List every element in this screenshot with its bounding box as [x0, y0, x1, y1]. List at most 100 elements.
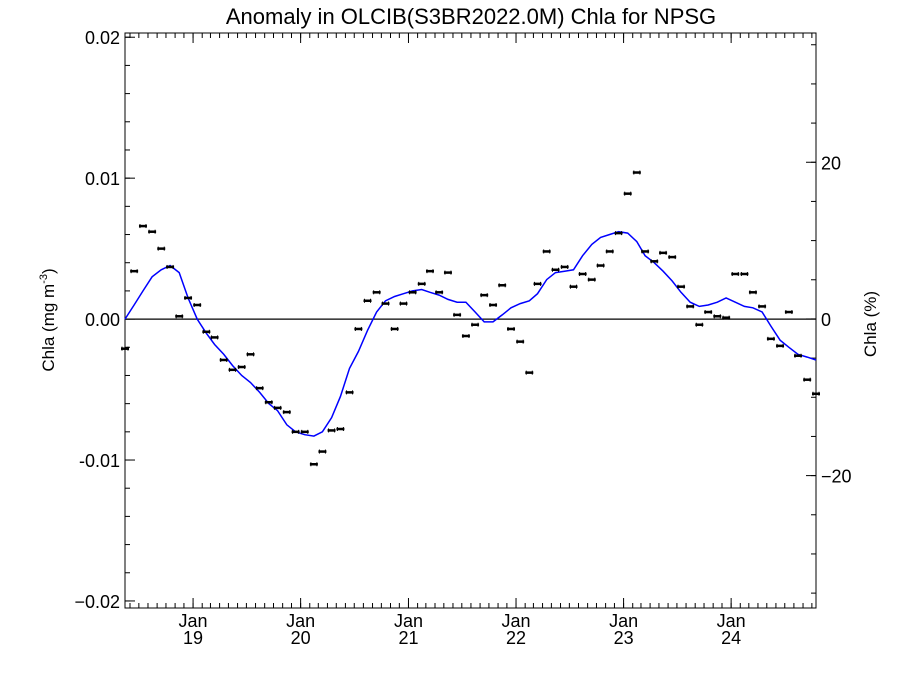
data-point — [246, 352, 255, 357]
data-point — [740, 271, 749, 276]
x-tick-year: 20 — [291, 628, 311, 648]
data-point — [533, 281, 542, 286]
y-axis-left: 0.02 0.01 0.00 -0.01 −0.02 — [74, 28, 135, 612]
data-point — [157, 246, 166, 251]
data-point — [327, 428, 336, 433]
data-point — [138, 224, 147, 229]
data-point — [480, 293, 489, 298]
x-tick-month: Jan — [179, 611, 208, 631]
y-tick-label: 0.02 — [85, 28, 120, 48]
data-point — [587, 277, 596, 282]
data-point — [758, 304, 767, 309]
data-point — [399, 301, 408, 306]
data-point — [677, 284, 686, 289]
y-tick-label: 0.00 — [85, 310, 120, 330]
data-point — [228, 367, 237, 372]
data-point — [686, 304, 695, 309]
data-point — [193, 302, 202, 307]
data-point — [489, 302, 498, 307]
y2-tick-label: −20 — [821, 467, 852, 487]
data-point — [695, 322, 704, 327]
y-axis-label-superscript: -3 — [38, 274, 50, 284]
data-point — [121, 346, 129, 351]
data-point — [560, 264, 569, 269]
data-point — [345, 390, 354, 395]
data-point — [722, 315, 731, 320]
data-point — [148, 229, 157, 234]
data-point — [498, 283, 507, 288]
data-point — [291, 429, 300, 434]
data-point — [794, 353, 803, 358]
data-point — [525, 370, 534, 375]
data-point — [175, 314, 184, 319]
data-point — [812, 391, 820, 396]
data-point — [641, 249, 650, 254]
y2-tick-label: 20 — [821, 153, 841, 173]
data-point — [184, 295, 193, 300]
data-point — [130, 269, 139, 274]
y-tick-label: −0.02 — [74, 592, 120, 612]
data-point — [318, 449, 327, 454]
data-point — [273, 405, 282, 410]
data-point — [596, 263, 605, 268]
data-point — [255, 386, 264, 391]
data-point — [417, 281, 426, 286]
y-axis-right: 20 0 −20 — [806, 153, 852, 487]
data-point — [372, 290, 381, 295]
data-point — [471, 322, 480, 327]
y2-axis-label: Chla (%) — [861, 291, 880, 357]
data-point — [542, 249, 551, 254]
data-point — [731, 271, 740, 276]
x-tick-year: 24 — [721, 628, 741, 648]
x-tick-month: Jan — [394, 611, 423, 631]
data-point — [354, 326, 363, 331]
data-point — [766, 336, 775, 341]
monthly-points — [121, 170, 820, 467]
data-point — [605, 249, 614, 254]
x-tick-month: Jan — [717, 611, 746, 631]
data-point — [569, 284, 578, 289]
x-tick-month: Jan — [502, 611, 531, 631]
data-point — [381, 301, 390, 306]
data-point — [363, 298, 372, 303]
data-point — [614, 231, 623, 236]
data-point — [516, 339, 525, 344]
data-point — [282, 410, 291, 415]
data-point — [507, 326, 516, 331]
y-axis-label: Chla (mg m-3) — [38, 268, 58, 371]
smoothed-series-line — [124, 230, 817, 437]
data-point — [668, 255, 677, 260]
data-point — [390, 326, 399, 331]
y-axis-label-close: ) — [39, 268, 58, 274]
data-point — [443, 270, 452, 275]
data-point — [551, 267, 560, 272]
y-axis-label-text: Chla (mg m — [39, 284, 58, 372]
data-point — [237, 365, 246, 370]
data-point — [425, 269, 434, 274]
x-tick-year: 22 — [506, 628, 526, 648]
data-point — [776, 343, 785, 348]
data-point — [803, 377, 812, 382]
data-point — [408, 290, 417, 295]
data-point — [166, 264, 175, 269]
chart-title: Anomaly in OLCIB(S3BR2022.0M) Chla for N… — [226, 4, 716, 29]
y2-tick-label: 0 — [821, 310, 831, 330]
x-tick-month: Jan — [286, 611, 315, 631]
plot-frame — [124, 32, 817, 609]
data-point — [336, 427, 345, 432]
data-point — [748, 290, 757, 295]
data-point — [461, 334, 470, 339]
data-point — [309, 462, 318, 467]
data-point — [632, 170, 641, 175]
data-point — [202, 329, 211, 334]
data-point — [300, 429, 309, 434]
x-tick-year: 21 — [398, 628, 418, 648]
data-point — [210, 335, 219, 340]
data-point — [784, 310, 793, 315]
data-point — [219, 357, 228, 362]
x-tick-year: 23 — [614, 628, 634, 648]
y-tick-label: -0.01 — [79, 451, 120, 471]
data-point — [713, 314, 722, 319]
